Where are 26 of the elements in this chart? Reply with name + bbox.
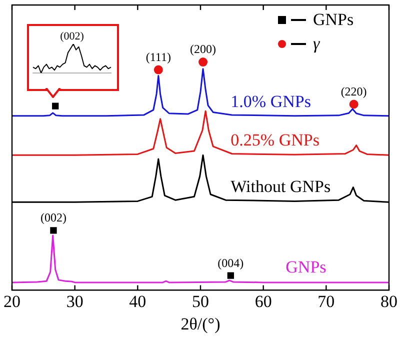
- x-tick-label: 40: [129, 292, 146, 311]
- x-tick-label: 30: [66, 292, 84, 311]
- legend-label: γ: [313, 34, 320, 54]
- point: [349, 100, 358, 109]
- annotation: (200): [190, 42, 216, 56]
- x-tick-label: 70: [318, 292, 335, 311]
- point: [198, 58, 208, 67]
- legend-label: GNPs: [313, 10, 354, 30]
- x-tick-label: 60: [254, 292, 272, 311]
- point: [227, 272, 234, 279]
- series-label: GNPs: [286, 257, 326, 276]
- point: [154, 65, 163, 74]
- series-label: 1.0% GNPs: [230, 92, 311, 111]
- point: [50, 227, 57, 234]
- x-tick-label: 50: [192, 292, 209, 311]
- annotation: (111): [146, 50, 171, 64]
- x-tick-label: 80: [380, 292, 398, 311]
- point: [52, 102, 59, 110]
- text: (002): [60, 30, 84, 42]
- annotation: (002): [40, 210, 66, 225]
- x-tick-label: 20: [4, 292, 20, 311]
- series-label: 0.25% GNPs: [230, 130, 320, 150]
- x-axis-title: 2θ/(°): [180, 314, 220, 334]
- annotation: (220): [340, 84, 367, 98]
- series-label: Without GNPs: [230, 177, 331, 196]
- annotation: (004): [218, 256, 244, 270]
